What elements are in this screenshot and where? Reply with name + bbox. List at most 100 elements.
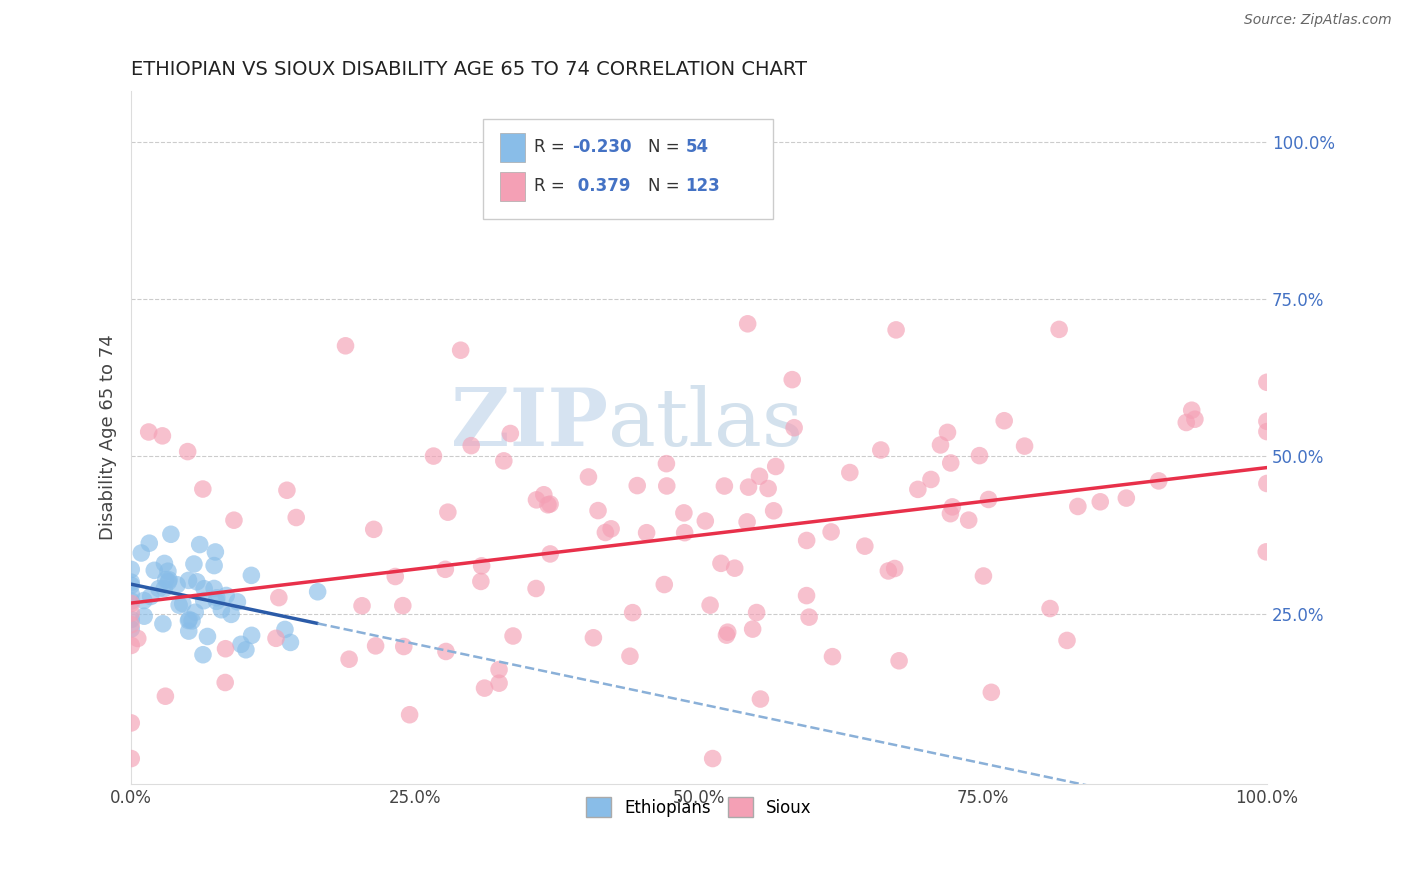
Point [267,591,290,605]
Point [749,692,772,706]
Text: 0.379: 0.379 [572,178,630,195]
Point [214,641,236,656]
Point [120,594,142,608]
Point [157,574,180,589]
Point [1256,376,1278,390]
Point [204,545,226,559]
Point [578,470,600,484]
Point [538,497,561,511]
Point [993,414,1015,428]
Text: 123: 123 [686,178,720,195]
Point [713,479,735,493]
Point [980,685,1002,699]
Point [672,506,695,520]
Point [537,498,560,512]
Point [138,536,160,550]
Point [177,574,200,588]
Point [179,613,201,627]
Text: ZIP: ZIP [451,384,609,463]
Point [673,525,696,540]
Point [702,751,724,765]
Point [193,593,215,607]
Point [156,564,179,578]
Point [307,584,329,599]
Point [274,623,297,637]
Point [969,449,991,463]
Point [488,663,510,677]
Point [127,632,149,646]
Point [434,562,457,576]
Point [853,539,876,553]
Legend: Ethiopians, Sioux: Ethiopians, Sioux [579,790,818,824]
Point [741,622,763,636]
Point [1181,403,1204,417]
Point [205,591,228,605]
Point [153,557,176,571]
Point [222,513,245,527]
Point [143,563,166,577]
Point [350,599,373,613]
Point [977,492,1000,507]
Y-axis label: Disability Age 65 to 74: Disability Age 65 to 74 [100,334,117,541]
Point [488,676,510,690]
Point [600,522,623,536]
Point [502,629,524,643]
Point [869,442,891,457]
Text: R =: R = [534,138,571,156]
Point [621,606,644,620]
Point [470,574,492,589]
Point [188,538,211,552]
Point [120,639,142,653]
Point [214,675,236,690]
FancyBboxPatch shape [484,119,773,219]
Point [120,578,142,592]
Text: 54: 54 [686,138,709,156]
Point [1184,412,1206,426]
Point [1147,474,1170,488]
Point [398,707,420,722]
Point [652,577,675,591]
Point [181,614,204,628]
Point [120,715,142,730]
Point [129,546,152,560]
Point [183,557,205,571]
Point [492,454,515,468]
Point [157,573,180,587]
Point [1256,414,1278,428]
Point [184,605,207,619]
Point [240,628,263,642]
Point [1115,491,1137,505]
Point [177,624,200,639]
Point [737,480,759,494]
Point [197,630,219,644]
Point [437,505,460,519]
Point [202,582,225,596]
Point [280,635,302,649]
Point [364,639,387,653]
Point [450,343,472,358]
Point [1039,601,1062,615]
Point [780,373,803,387]
Point [132,593,155,607]
Point [877,564,900,578]
Point [176,444,198,458]
Point [939,456,962,470]
Point [120,612,142,626]
Point [148,582,170,596]
Point [796,533,818,548]
Point [167,598,190,612]
Point [737,317,759,331]
Point [363,522,385,536]
Point [783,421,806,435]
Point [120,562,142,576]
Point [285,510,308,524]
Point [391,599,413,613]
Point [219,607,242,622]
Point [120,622,142,636]
Point [134,609,156,624]
Point [619,649,641,664]
Point [765,459,787,474]
Point [636,525,658,540]
Point [797,610,820,624]
Point [139,590,162,604]
